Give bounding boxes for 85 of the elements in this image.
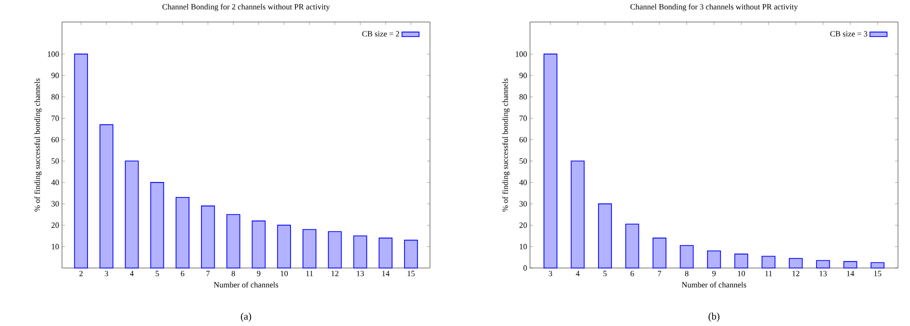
y-axis-title: % of finding successful bonding channels xyxy=(34,78,42,212)
legend-label: CB size = 3 xyxy=(830,31,868,36)
x-tick-label: 11 xyxy=(306,270,313,276)
y-tick-label: 70 xyxy=(520,116,527,121)
y-tick-label: 80 xyxy=(51,94,59,100)
y-tick-label: 70 xyxy=(52,116,59,121)
y-axis-title: % of finding successful bonding channels xyxy=(502,78,510,212)
y-tick-label: 40 xyxy=(51,180,59,186)
x-tick-label: 14 xyxy=(382,270,390,276)
bar xyxy=(100,124,114,268)
x-tick-label: 4 xyxy=(130,270,134,276)
bar xyxy=(870,262,884,268)
x-tick-label: 6 xyxy=(180,270,184,276)
y-tick-label: 10 xyxy=(52,244,59,250)
x-tick-label: 3 xyxy=(104,270,108,276)
x-tick-label: 7 xyxy=(206,270,210,276)
y-tick-label: 90 xyxy=(51,72,59,78)
x-tick-label: 4 xyxy=(576,270,580,276)
y-tick-label: 60 xyxy=(51,136,59,142)
bar xyxy=(226,214,240,268)
bar xyxy=(404,240,418,268)
y-tick-label: 40 xyxy=(519,180,527,186)
legend-label: CB size = 2 xyxy=(362,31,400,36)
bar xyxy=(762,256,776,268)
x-tick-label: 12 xyxy=(792,270,800,276)
bar xyxy=(353,236,368,268)
x-tick-label: 7 xyxy=(658,270,662,276)
y-tick-label: 30 xyxy=(52,201,59,207)
bar xyxy=(625,224,640,268)
bar xyxy=(124,160,139,268)
bar xyxy=(788,258,803,268)
x-tick-label: 9 xyxy=(256,270,260,276)
y-tick-label: 100 xyxy=(516,51,527,57)
y-tick-label: 10 xyxy=(520,244,527,250)
bar xyxy=(707,250,721,268)
text: (b) xyxy=(708,312,720,322)
bar xyxy=(843,261,858,268)
bar xyxy=(598,203,612,268)
text: (a) xyxy=(240,312,252,322)
bar xyxy=(201,206,215,268)
y-tick-label: 30 xyxy=(520,201,527,207)
bar xyxy=(176,196,190,268)
x-tick-label: 13 xyxy=(820,270,827,276)
x-tick-label: 8 xyxy=(685,270,688,276)
bar xyxy=(252,220,266,268)
x-axis-title: Number of channels xyxy=(682,282,746,288)
x-tick-label: 8 xyxy=(232,270,236,276)
x-tick-label: 15 xyxy=(408,270,415,276)
x-tick-label: 3 xyxy=(548,270,552,276)
x-tick-label: 10 xyxy=(280,270,288,276)
bar xyxy=(328,231,342,268)
bar xyxy=(652,238,666,268)
y-tick-label: 20 xyxy=(51,222,59,228)
x-tick-label: 5 xyxy=(156,270,159,276)
chart-title: Channel Bonding for 3 channels without PR activity xyxy=(630,4,798,12)
y-tick-label: 80 xyxy=(519,94,527,100)
x-axis-title: Number of channels xyxy=(214,282,278,288)
bar xyxy=(277,224,291,268)
bar xyxy=(378,238,392,268)
x-tick-label: 5 xyxy=(603,270,607,276)
bar xyxy=(680,245,694,268)
y-tick-label: 60 xyxy=(519,136,527,142)
y-tick-label: 50 xyxy=(520,158,527,164)
x-tick-label: 11 xyxy=(765,270,772,276)
bar xyxy=(74,54,88,268)
y-tick-label: 100 xyxy=(48,51,59,57)
bar xyxy=(570,160,585,268)
y-tick-label: 90 xyxy=(519,72,527,78)
y-tick-label: 20 xyxy=(519,222,527,228)
x-tick-label: 6 xyxy=(630,270,634,276)
x-tick-label: 9 xyxy=(712,270,716,276)
bar xyxy=(544,54,558,268)
bar xyxy=(816,260,830,268)
x-tick-label: 15 xyxy=(874,270,882,276)
x-tick-label: 14 xyxy=(846,270,854,276)
bar xyxy=(150,182,164,268)
y-tick-label: 0 xyxy=(523,265,527,271)
bar xyxy=(734,254,748,268)
bar xyxy=(302,229,316,268)
x-tick-label: 12 xyxy=(332,270,338,276)
x-tick-label: 2 xyxy=(79,270,83,276)
x-tick-label: 13 xyxy=(356,270,364,276)
chart-title: Channel Bonding for 2 channels without PR activity xyxy=(162,4,330,12)
x-tick-label: 10 xyxy=(738,270,745,276)
y-tick-label: 50 xyxy=(52,158,59,164)
